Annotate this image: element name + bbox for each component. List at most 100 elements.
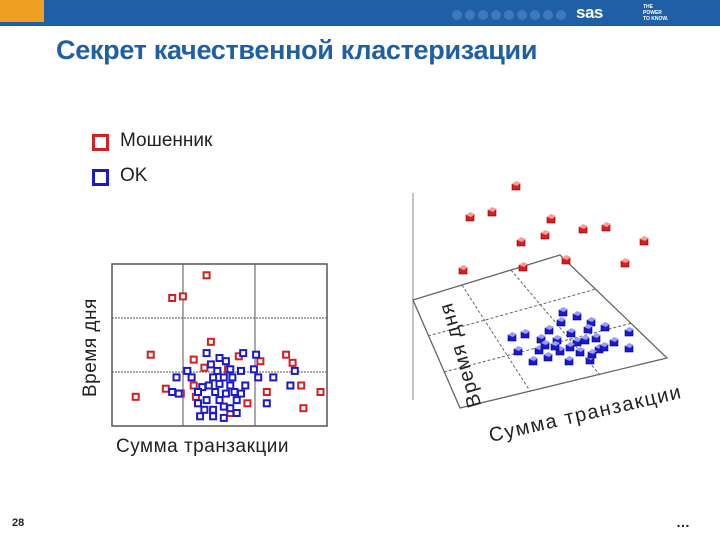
fraud-cube [458, 265, 468, 275]
ok-point [269, 373, 278, 382]
ok-point [241, 381, 250, 390]
ok-point [219, 373, 228, 382]
fraud-cube [546, 214, 556, 224]
fraud-point [206, 337, 215, 346]
fraud-point [178, 292, 187, 301]
sas-logo: sas [576, 3, 603, 22]
header-accent-square [0, 0, 44, 22]
header-bar: sas THE POWER TO KNOW. [0, 0, 720, 26]
page-number: 28 [12, 517, 25, 529]
ok-point [198, 383, 207, 392]
ok-point [168, 388, 177, 396]
fraud-cube [601, 222, 611, 232]
fraud-point [243, 399, 252, 408]
ok-cube [564, 356, 574, 366]
fraud-point [282, 350, 291, 359]
fraud-point [189, 381, 198, 390]
ok-point [202, 396, 211, 405]
ok-point [206, 360, 215, 369]
ok-cube [609, 337, 619, 347]
fraud-cube [487, 207, 497, 217]
ok-point [202, 349, 211, 358]
ok-point [221, 389, 230, 398]
ok-cube [540, 340, 550, 350]
fraud-point [297, 381, 306, 390]
ok-cube [572, 311, 582, 321]
ok-point [237, 389, 245, 398]
ok-cube [575, 347, 585, 357]
ok-cube [624, 327, 634, 337]
ok-cube [507, 332, 517, 342]
fraud-point [189, 355, 198, 364]
ok-point [219, 413, 228, 422]
fraud-cube [511, 181, 521, 191]
fraud-point [200, 363, 209, 372]
ok-point [215, 354, 224, 362]
ok-cube [583, 324, 593, 334]
ok-point [232, 396, 241, 405]
scatter-2d-x-axis-label: Сумма транзакции [116, 436, 290, 457]
ok-cube [600, 322, 610, 332]
scatter-2d-points [131, 271, 325, 422]
sas-tagline-line: POWER [643, 10, 662, 16]
ok-point [187, 373, 196, 382]
ok-point [200, 405, 209, 414]
ok-cube [565, 342, 575, 352]
ok-cube [558, 307, 568, 317]
fraud-point [256, 357, 265, 366]
ok-point [254, 373, 263, 382]
ok-cube [566, 328, 576, 338]
fraud-cube [465, 212, 475, 222]
ok-point [215, 379, 224, 388]
fraud-point [161, 384, 170, 393]
legend-ok-label: OK [120, 165, 148, 186]
ok-point [172, 373, 181, 382]
ok-point [219, 402, 228, 411]
ok-point [183, 366, 192, 375]
legend-fraud-swatch [92, 134, 109, 151]
fraud-point [262, 388, 271, 396]
ok-cube [587, 349, 597, 359]
ok-cube [550, 341, 560, 351]
ok-cube [599, 342, 609, 352]
ok-cube [591, 333, 601, 343]
fraud-point [131, 392, 140, 401]
ok-point [221, 357, 230, 366]
ok-cube [556, 317, 566, 327]
ok-point [226, 404, 235, 413]
ok-point [230, 388, 239, 396]
fraud-cube [561, 255, 571, 265]
ok-point [196, 412, 205, 421]
fraud-cube [578, 224, 588, 234]
slide-title: Секрет качественной кластеризации [56, 35, 538, 65]
fraud-point [299, 404, 308, 413]
legend-fraud-label: Мошенник [120, 130, 213, 151]
ok-point [232, 409, 241, 417]
ok-cube [544, 325, 554, 335]
ok-point [215, 396, 224, 405]
fraud-cube [620, 258, 630, 268]
ok-point [290, 366, 299, 375]
scatter-3d-points [458, 181, 649, 366]
fraud-point [202, 271, 211, 280]
ok-point [174, 389, 183, 398]
ok-point [209, 373, 218, 382]
ok-point [237, 366, 245, 375]
ok-point [249, 365, 258, 374]
legend-ok-swatch [92, 169, 109, 186]
fraud-cube [540, 230, 550, 240]
fraud-cube [639, 236, 649, 246]
ok-point [252, 350, 261, 359]
ok-cube [528, 356, 538, 366]
ok-point [286, 381, 295, 390]
ok-point [228, 373, 237, 382]
ok-point [239, 349, 248, 358]
ok-point [262, 399, 271, 408]
ok-cube [520, 329, 530, 339]
scatter-2d-y-axis-label: Время дня [80, 298, 101, 397]
ok-point [213, 366, 222, 375]
more-ellipsis: … [676, 514, 690, 530]
scatter-2d-frame [111, 263, 328, 427]
ok-point [194, 388, 202, 396]
